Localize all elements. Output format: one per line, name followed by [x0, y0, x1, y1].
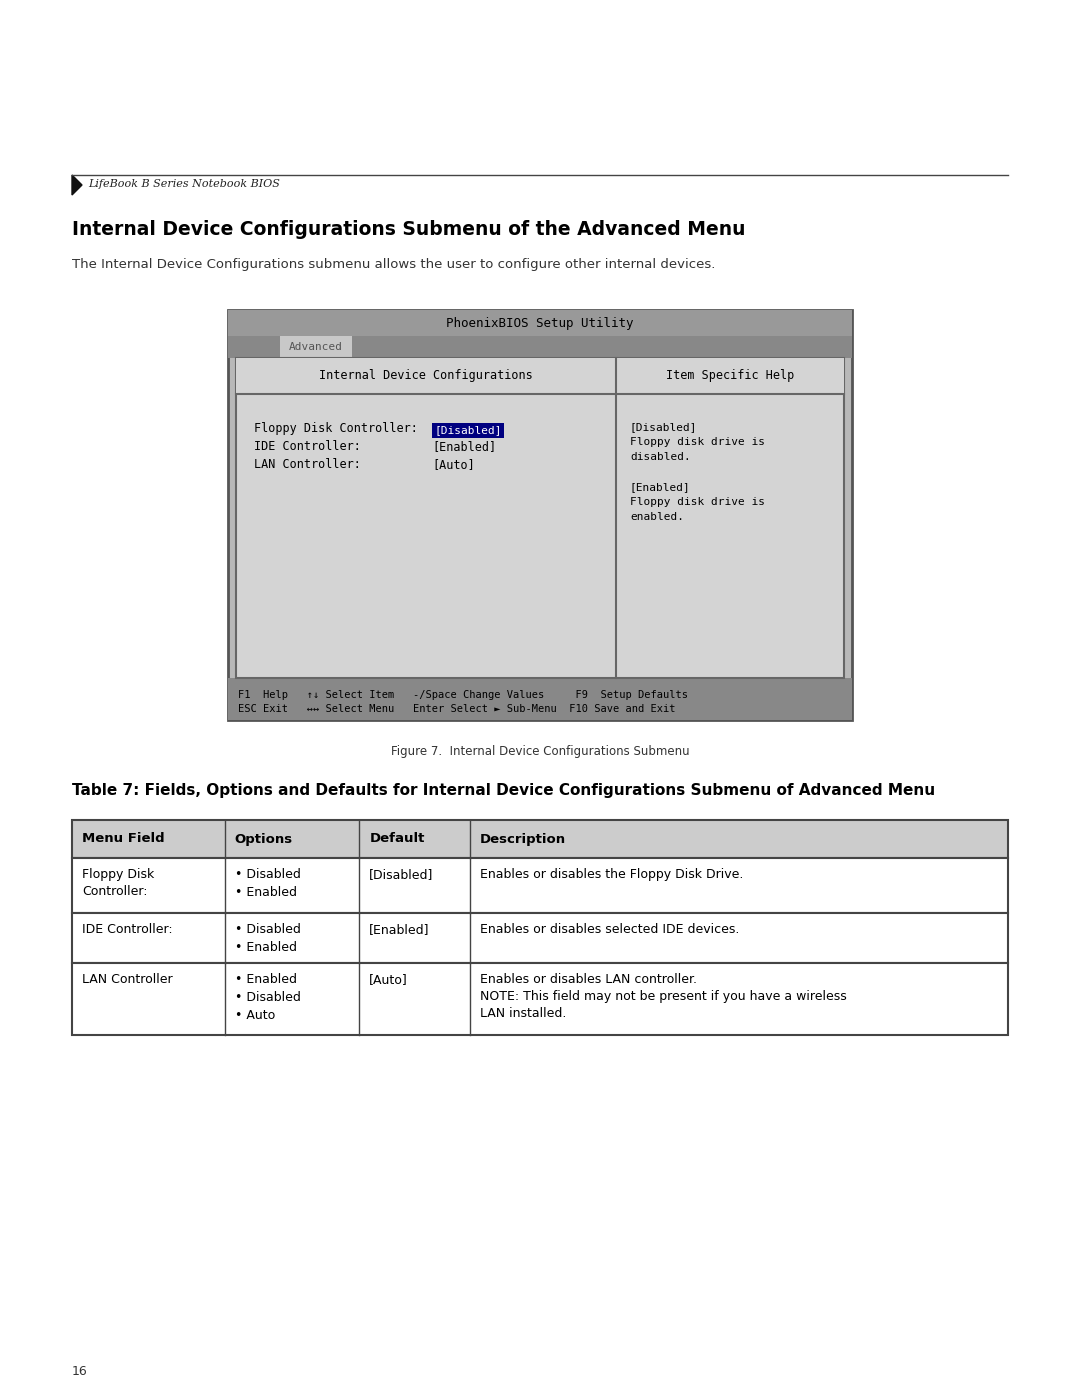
Text: Figure 7.  Internal Device Configurations Submenu: Figure 7. Internal Device Configurations…	[391, 745, 689, 759]
Text: Table 7: Fields, Options and Defaults for Internal Device Configurations Submenu: Table 7: Fields, Options and Defaults fo…	[72, 782, 935, 798]
Text: IDE Controller:: IDE Controller:	[254, 440, 361, 453]
Text: enabled.: enabled.	[630, 511, 684, 522]
Text: Item Specific Help: Item Specific Help	[666, 369, 794, 383]
Text: [Disabled]: [Disabled]	[369, 868, 434, 882]
Bar	[228, 678, 852, 719]
Text: Options: Options	[234, 833, 293, 845]
Bar	[280, 337, 352, 358]
Text: Floppy Disk Controller:: Floppy Disk Controller:	[254, 422, 418, 434]
Text: • Disabled
• Enabled: • Disabled • Enabled	[234, 923, 300, 954]
Text: IDE Controller:: IDE Controller:	[82, 923, 173, 936]
Bar	[237, 358, 843, 678]
Text: LAN Controller:: LAN Controller:	[254, 458, 361, 471]
Text: Internal Device Configurations: Internal Device Configurations	[319, 369, 532, 383]
Text: Enables or disables selected IDE devices.: Enables or disables selected IDE devices…	[480, 923, 739, 936]
Text: ESC Exit   ↔↔ Select Menu   Enter Select ► Sub-Menu  F10 Save and Exit: ESC Exit ↔↔ Select Menu Enter Select ► S…	[238, 704, 675, 714]
Text: LifeBook B Series Notebook BIOS: LifeBook B Series Notebook BIOS	[87, 179, 280, 189]
Text: [Auto]: [Auto]	[432, 458, 475, 471]
Text: [Enabled]: [Enabled]	[432, 440, 496, 453]
Text: 16: 16	[72, 1365, 87, 1377]
Text: [Auto]: [Auto]	[369, 972, 408, 986]
Text: [Disabled]: [Disabled]	[630, 422, 698, 432]
Text: disabled.: disabled.	[630, 453, 691, 462]
Text: Floppy disk drive is: Floppy disk drive is	[630, 497, 765, 507]
Text: Floppy disk drive is: Floppy disk drive is	[630, 437, 765, 447]
Text: [Enabled]: [Enabled]	[630, 482, 691, 492]
Text: Advanced: Advanced	[289, 342, 343, 352]
Bar	[432, 423, 504, 439]
Text: • Disabled
• Enabled: • Disabled • Enabled	[234, 868, 300, 900]
Bar	[72, 858, 1008, 914]
Text: [Disabled]: [Disabled]	[434, 426, 502, 436]
Text: The Internal Device Configurations submenu allows the user to configure other in: The Internal Device Configurations subme…	[72, 258, 715, 271]
Text: Menu Field: Menu Field	[82, 833, 164, 845]
Bar	[72, 820, 1008, 858]
Text: LAN Controller: LAN Controller	[82, 972, 173, 986]
Bar	[228, 310, 852, 719]
Bar	[72, 914, 1008, 963]
Text: • Enabled
• Disabled
• Auto: • Enabled • Disabled • Auto	[234, 972, 300, 1023]
Text: Floppy Disk
Controller:: Floppy Disk Controller:	[82, 868, 154, 898]
Bar	[228, 310, 852, 337]
Text: [Enabled]: [Enabled]	[369, 923, 430, 936]
Bar	[228, 337, 852, 358]
Text: Description: Description	[480, 833, 566, 845]
Bar	[72, 963, 1008, 1035]
Text: Internal Device Configurations Submenu of the Advanced Menu: Internal Device Configurations Submenu o…	[72, 219, 745, 239]
Text: Enables or disables the Floppy Disk Drive.: Enables or disables the Floppy Disk Driv…	[480, 868, 743, 882]
Text: F1  Help   ↑↓ Select Item   -/Space Change Values     F9  Setup Defaults: F1 Help ↑↓ Select Item -/Space Change Va…	[238, 690, 688, 700]
Text: Enables or disables LAN controller.
NOTE: This field may not be present if you h: Enables or disables LAN controller. NOTE…	[480, 972, 847, 1020]
Bar	[237, 358, 843, 394]
Polygon shape	[72, 175, 82, 196]
Text: PhoenixBIOS Setup Utility: PhoenixBIOS Setup Utility	[446, 317, 634, 330]
Text: Default: Default	[369, 833, 424, 845]
